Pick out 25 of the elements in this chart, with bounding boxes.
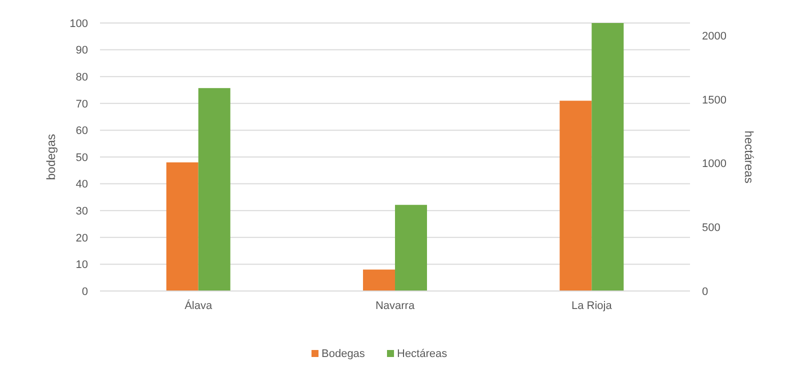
legend-label: Bodegas [322, 348, 366, 360]
y-tick-label: 60 [76, 125, 88, 138]
y-tick-label: 100 [70, 18, 88, 30]
x-tick-label: Álava [184, 299, 213, 312]
y2-tick-label: 0 [702, 286, 708, 298]
x-tick-label: La Rioja [571, 300, 613, 312]
y-tick-label: 90 [76, 44, 88, 57]
y-tick-label: 20 [76, 232, 88, 244]
y2-tick-label: 1000 [702, 158, 726, 170]
y2-tick-label: 2000 [702, 30, 726, 43]
y-tick-label: 10 [76, 259, 88, 272]
y-tick-label: 40 [76, 178, 88, 191]
y2-tick-label: 1500 [702, 94, 726, 106]
y-tick-label: 50 [76, 152, 88, 164]
bar [395, 204, 427, 291]
legend-label: Hectáreas [397, 348, 448, 360]
y-tick-label: 80 [76, 71, 88, 84]
x-tick-label: Navarra [375, 300, 416, 312]
y-tick-label: 70 [76, 98, 88, 110]
bar [363, 270, 395, 291]
y-axis-title: bodegas [44, 134, 58, 180]
y2-tick-label: 500 [702, 222, 720, 234]
y-tick-label: 0 [82, 286, 88, 298]
y-tick-label: 30 [76, 205, 88, 218]
y2-axis-title: hectáreas [742, 130, 756, 184]
